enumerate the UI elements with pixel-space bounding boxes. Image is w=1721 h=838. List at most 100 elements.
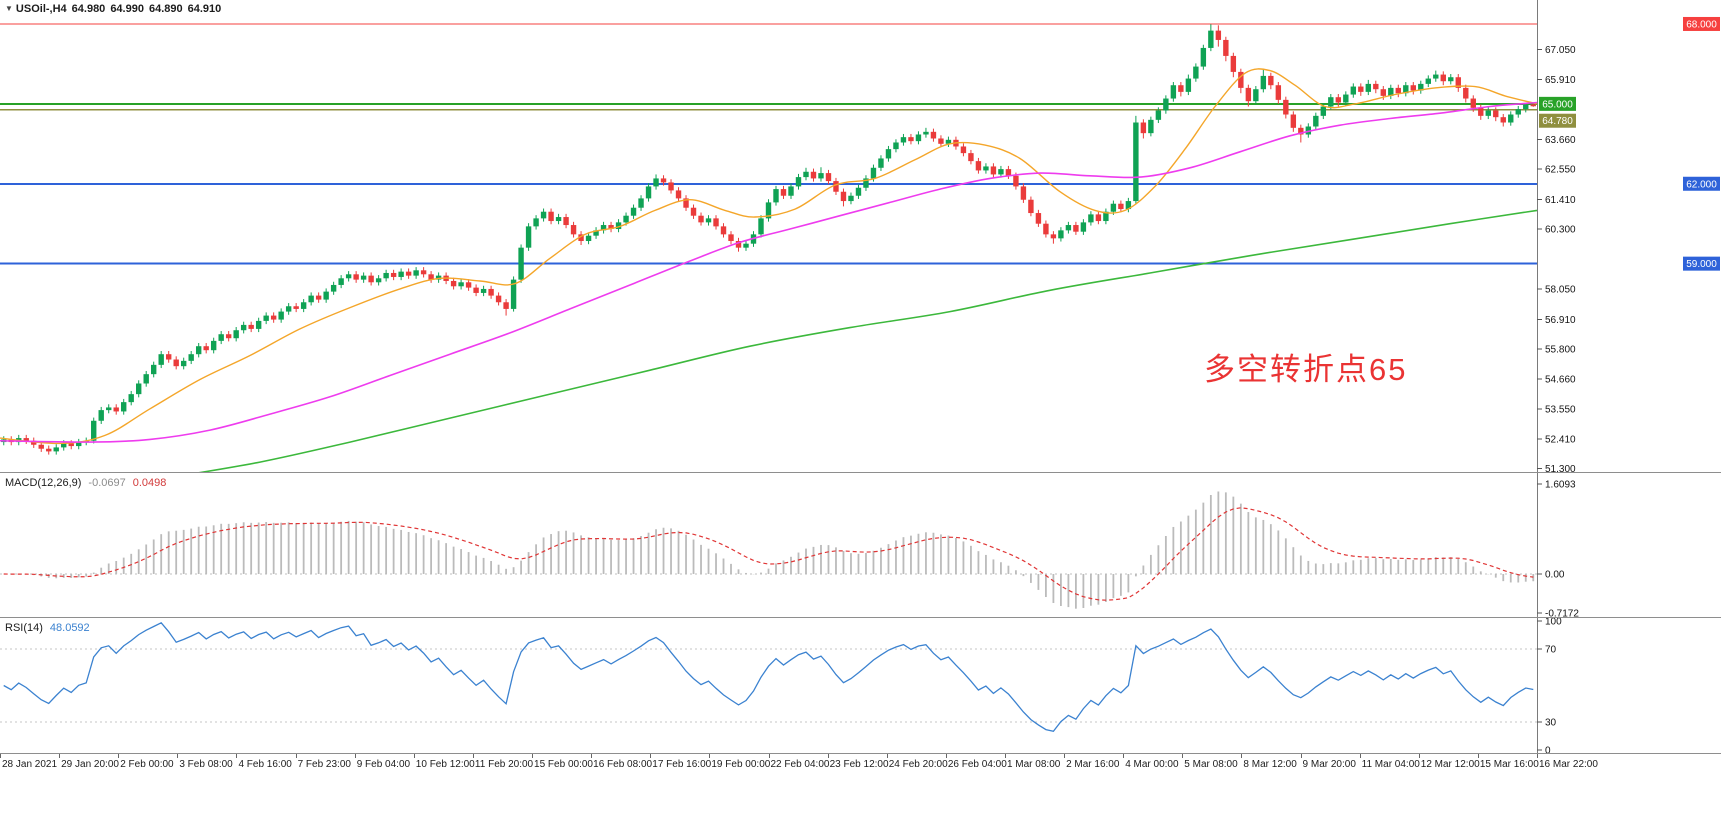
price-tick-label: 67.050	[1545, 45, 1576, 56]
time-label: 9 Mar 20:00	[1302, 759, 1356, 770]
time-tick	[1064, 754, 1066, 758]
macd-axis-label: 0.00	[1545, 570, 1565, 581]
ma-mid-line	[0, 101, 1538, 443]
price-panel: 67.050 65.910 63.660 62.550 61.410 60.300 58.0…	[0, 0, 1721, 472]
price-line-badge: 59.000	[1683, 256, 1720, 271]
time-tick	[354, 754, 356, 758]
time-tick	[1418, 754, 1420, 758]
macd-label: MACD(12,26,9) -0.0697 0.0498	[5, 477, 166, 489]
price-tick-label: 61.410	[1545, 195, 1576, 206]
ohlc-close: 64.910	[187, 3, 222, 15]
time-label: 28 Jan 2021	[2, 759, 58, 770]
time-tick	[1123, 754, 1125, 758]
price-chart-canvas[interactable]: 67.050 65.910 63.660 62.550 61.410 60.300 58.0…	[0, 0, 1721, 472]
time-label: 26 Feb 04:00	[947, 759, 1007, 770]
price-tick-label: 56.910	[1545, 315, 1576, 326]
rsi-axis-label: 30	[1545, 717, 1557, 728]
time-tick	[1477, 754, 1479, 758]
time-tick	[413, 754, 415, 758]
time-label: 11 Mar 04:00	[1361, 759, 1420, 770]
price-line-badge: 65.000	[1539, 96, 1576, 111]
time-tick	[591, 754, 593, 758]
ma-fast-line	[0, 68, 1538, 445]
rsi-name: RSI(14)	[5, 622, 43, 634]
rsi-axis-label: 70	[1545, 645, 1557, 656]
macd-name: MACD(12,26,9)	[5, 477, 82, 489]
macd-value-main: -0.0697	[88, 477, 126, 489]
time-label: 4 Feb 16:00	[238, 759, 292, 770]
macd-value-signal: 0.0498	[132, 477, 167, 489]
time-tick	[1537, 754, 1538, 758]
chart-title: ▼ USOil-,H4 64.980 64.990 64.890 64.910	[5, 3, 221, 15]
chart-annotation-text[interactable]: 多空转折点65	[1204, 352, 1408, 387]
time-label: 3 Feb 08:00	[179, 759, 233, 770]
time-label: 9 Feb 04:00	[356, 759, 411, 770]
horizontal-lines-layer[interactable]	[0, 23, 1537, 265]
price-tick-label: 65.910	[1545, 75, 1576, 86]
time-label: 2 Feb 00:00	[120, 759, 174, 770]
symbol-marker-icon: ▼	[5, 4, 13, 13]
time-label: 19 Feb 00:00	[711, 759, 771, 770]
svg-text:64.780: 64.780	[1542, 116, 1573, 127]
time-tick	[532, 754, 534, 758]
time-label: 4 Mar 00:00	[1125, 759, 1179, 770]
ohlc-open: 64.980	[71, 3, 106, 15]
time-tick	[59, 754, 61, 758]
time-tick	[1300, 754, 1302, 758]
time-tick	[472, 754, 474, 758]
time-label: 16 Feb 08:00	[593, 759, 653, 770]
macd-signal-line	[3, 507, 1534, 601]
rsi-line	[3, 621, 1534, 733]
time-tick	[0, 754, 1, 758]
price-line-badge: 68.000	[1683, 16, 1720, 31]
time-label: 1 Mar 08:00	[1006, 759, 1061, 770]
time-axis[interactable]: 28 Jan 2021 29 Jan 20:00 2 Feb 00:00 3 Feb …	[0, 753, 1721, 838]
time-tick	[709, 754, 711, 758]
time-tick	[827, 754, 829, 758]
price-tick-label: 54.660	[1545, 375, 1576, 386]
time-label: 12 Mar 12:00	[1420, 759, 1480, 770]
svg-text:59.000: 59.000	[1686, 259, 1717, 270]
time-tick	[177, 754, 179, 758]
chart-symbol-label: USOil-,H4	[15, 3, 67, 15]
macd-canvas[interactable]: 1.6093 0.00 -0.7172	[0, 473, 1721, 618]
time-label: 23 Feb 12:00	[829, 759, 889, 770]
time-label: 16 Mar 22:00	[1539, 759, 1598, 770]
macd-histogram	[10, 491, 1535, 609]
time-tick	[1004, 754, 1006, 758]
time-label: 24 Feb 20:00	[888, 759, 948, 770]
price-line-badge: 62.000	[1683, 176, 1720, 191]
time-tick	[1182, 754, 1184, 758]
time-label: 5 Mar 08:00	[1184, 759, 1238, 770]
price-tick-label: 63.660	[1545, 135, 1576, 146]
rsi-panel: 100 70 30 0 RSI(14) 48.0592	[0, 617, 1721, 754]
price-tick-label: 53.550	[1545, 404, 1576, 415]
price-axis[interactable]: 67.050 65.910 63.660 62.550 61.410 60.300 58.0…	[1537, 0, 1720, 472]
time-label: 2 Mar 16:00	[1066, 759, 1120, 770]
time-tick	[886, 754, 888, 758]
macd-axis-label: 1.6093	[1545, 480, 1576, 491]
time-tick	[768, 754, 770, 758]
time-tick	[295, 754, 297, 758]
time-tick	[945, 754, 947, 758]
price-tick-label: 55.800	[1545, 344, 1576, 355]
macd-panel: 1.6093 0.00 -0.7172 MACD(12,26,9) -0.0697 0.…	[0, 472, 1721, 618]
price-tick-label: 52.410	[1545, 435, 1576, 446]
time-label: 8 Mar 12:00	[1243, 759, 1297, 770]
time-label: 17 Feb 16:00	[652, 759, 712, 770]
ma-slow-line	[198, 209, 1538, 472]
price-line-badge: 64.780	[1539, 113, 1576, 128]
candles-layer	[1, 24, 1536, 455]
price-tick-label: 62.550	[1545, 165, 1576, 176]
rsi-axis-label: 0	[1545, 746, 1551, 755]
time-tick	[236, 754, 238, 758]
svg-text:62.000: 62.000	[1686, 179, 1717, 190]
price-tick-label: 58.050	[1545, 284, 1576, 295]
time-tick	[1241, 754, 1243, 758]
rsi-canvas[interactable]: 100 70 30 0	[0, 618, 1721, 754]
svg-text:68.000: 68.000	[1686, 19, 1717, 30]
price-tick-label: 60.300	[1545, 225, 1576, 236]
time-label: 15 Feb 00:00	[534, 759, 593, 770]
time-tick	[650, 754, 652, 758]
